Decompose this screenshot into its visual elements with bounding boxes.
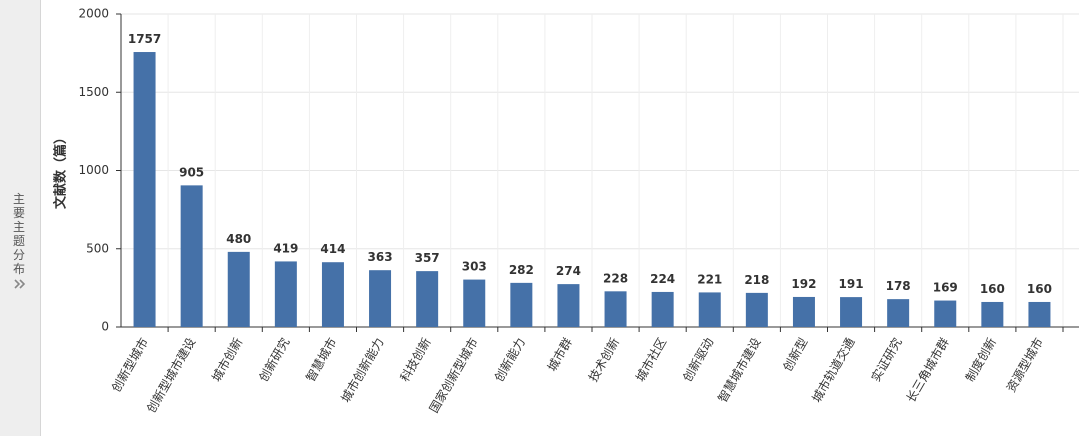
x-tick-label: 城市创新能力 <box>338 335 387 405</box>
x-tick-label: 创新型 <box>780 335 811 374</box>
value-label: 169 <box>933 281 958 295</box>
value-label: 282 <box>509 263 534 277</box>
x-tick-label: 资源型城市 <box>1003 335 1046 394</box>
x-tick-label: 智慧城市 <box>303 335 340 384</box>
value-label: 905 <box>179 165 204 179</box>
value-label: 414 <box>320 242 345 256</box>
bar <box>792 296 815 327</box>
x-tick-label: 长三角城市群 <box>903 335 952 405</box>
x-tick-label: 城市轨道交通 <box>809 335 858 405</box>
value-label: 224 <box>650 272 675 286</box>
bar <box>274 261 297 327</box>
y-tick-label: 1500 <box>78 85 109 99</box>
y-tick-label: 500 <box>86 241 109 255</box>
bar <box>557 284 580 327</box>
x-tick-label: 创新研究 <box>255 335 292 384</box>
x-tick-label: 科技创新 <box>397 335 434 384</box>
y-tick-label: 2000 <box>78 7 109 21</box>
x-tick-label: 创新能力 <box>491 335 528 384</box>
bar <box>510 282 533 327</box>
value-label: 218 <box>744 273 769 287</box>
bar <box>227 251 250 327</box>
x-tick-label: 城市社区 <box>632 335 669 384</box>
bar <box>463 279 486 327</box>
x-tick-label: 创新驱动 <box>679 335 716 384</box>
value-label: 191 <box>839 277 864 291</box>
x-tick-label: 城市群 <box>544 335 575 374</box>
value-label: 221 <box>697 272 722 286</box>
bar <box>981 301 1004 327</box>
x-tick-label: 创新型城市 <box>108 335 151 394</box>
x-tick-label: 智慧城市建设 <box>714 335 763 405</box>
value-label: 419 <box>273 241 298 255</box>
side-tab-label[interactable]: 主要主题分布 <box>13 192 26 276</box>
y-tick-label: 1000 <box>78 163 109 177</box>
bar <box>745 292 768 327</box>
value-label: 303 <box>462 260 487 274</box>
bar <box>651 291 674 327</box>
bar <box>840 297 863 327</box>
bar <box>698 292 721 327</box>
value-label: 357 <box>415 251 440 265</box>
value-label: 160 <box>1027 282 1052 296</box>
value-label: 274 <box>556 264 581 278</box>
expand-icon[interactable] <box>13 278 27 290</box>
value-label: 160 <box>980 282 1005 296</box>
bar <box>369 270 392 327</box>
y-axis-title: 文献数（篇） <box>53 131 69 209</box>
y-tick-label: 0 <box>101 320 109 334</box>
x-tick-label: 实证研究 <box>868 335 905 384</box>
value-label: 1757 <box>128 32 161 46</box>
bar <box>416 271 439 327</box>
value-label: 363 <box>368 250 393 264</box>
chart: 文献数（篇） 0 500 1000 1500 2000 创新型城市 1757 创新型城市建设 9… <box>53 7 1079 415</box>
bar <box>321 262 344 327</box>
x-tick-label: 制度创新 <box>962 335 999 384</box>
side-tab[interactable]: 主要主题分布 <box>0 0 41 436</box>
bar <box>180 185 203 327</box>
x-tick-label: 技术创新 <box>585 335 622 384</box>
bar <box>934 300 957 327</box>
bar <box>1028 301 1051 327</box>
x-tick-label: 国家创新型城市 <box>426 335 481 415</box>
value-label: 228 <box>603 271 628 285</box>
value-label: 178 <box>886 279 911 293</box>
bar <box>133 52 156 327</box>
value-label: 480 <box>226 232 251 246</box>
value-label: 192 <box>791 277 816 291</box>
x-tick-label: 创新型城市建设 <box>143 335 198 415</box>
bar <box>887 299 910 327</box>
bar <box>604 291 627 327</box>
x-tick-label: 城市创新 <box>208 335 245 384</box>
